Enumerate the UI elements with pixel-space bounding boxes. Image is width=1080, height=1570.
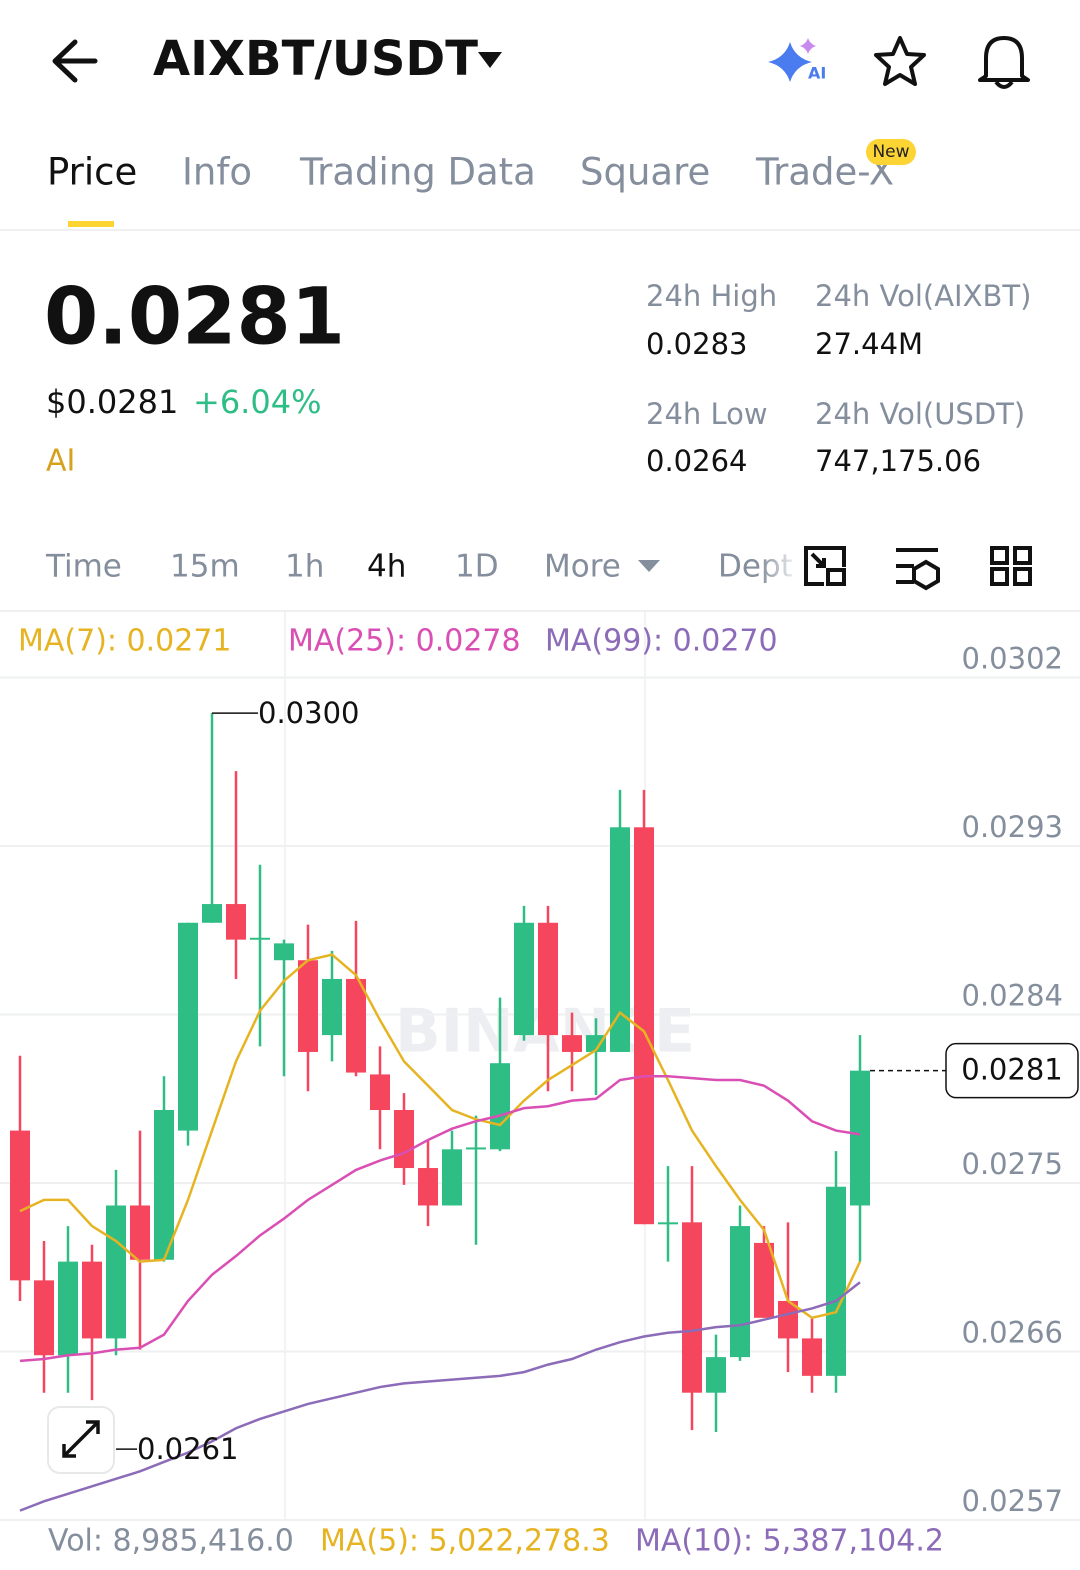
stat-label: 24h Low xyxy=(646,397,768,431)
ma-legend: MA(25): 0.0278 xyxy=(288,624,521,659)
stat-label: 24h High xyxy=(646,279,777,313)
candle-body xyxy=(610,827,630,1052)
divider xyxy=(0,229,1080,231)
y-tick-label: 0.0257 xyxy=(962,1484,1063,1518)
y-tick-label: 0.0293 xyxy=(962,810,1063,844)
stat-value: 27.44M xyxy=(815,327,923,361)
ma-line xyxy=(19,953,862,1320)
last-price-label: 0.0281 xyxy=(961,1053,1062,1087)
alert-button[interactable] xyxy=(978,36,1030,89)
usd-price: $0.0281 xyxy=(46,383,178,421)
candle-chart: 0.0302 0.0293 0.0284 0.0275 0.0266 0.0257 MA(7… xyxy=(0,624,1080,1521)
fade xyxy=(760,545,800,595)
candle-body xyxy=(586,1035,606,1052)
candle-body xyxy=(562,1035,582,1052)
stat-label: 24h Vol(AIXBT) xyxy=(815,279,1031,313)
last-price: 0.0281 xyxy=(44,272,345,362)
candle-body xyxy=(394,1109,414,1169)
candle-body xyxy=(58,1261,78,1356)
candle-body xyxy=(34,1280,54,1356)
interval[interactable]: 1D xyxy=(455,549,499,585)
candle-body xyxy=(178,922,198,1131)
candle-body xyxy=(346,978,366,1073)
tab[interactable]: Info xyxy=(182,151,252,194)
candle-body xyxy=(82,1261,102,1339)
candle-body xyxy=(370,1074,390,1110)
y-tick-label: 0.0275 xyxy=(962,1147,1063,1181)
pair-dropdown[interactable] xyxy=(478,52,502,68)
chart-tools[interactable] xyxy=(804,546,1032,591)
ma-line xyxy=(19,1075,861,1363)
candle-body xyxy=(754,1242,774,1318)
candle-body xyxy=(538,922,558,1036)
tab-indicator xyxy=(68,221,114,227)
low-label: 0.0261 xyxy=(137,1432,238,1466)
candle-body xyxy=(418,1168,438,1206)
interval[interactable]: 1h xyxy=(285,549,324,585)
ai-button[interactable]: AI xyxy=(768,38,826,83)
candle-body xyxy=(10,1130,30,1281)
volume-legend: MA(5): 5,022,278.3 xyxy=(320,1524,610,1559)
candle-body xyxy=(658,1222,678,1225)
candle-body xyxy=(250,937,270,940)
candle-body xyxy=(274,943,294,961)
expand-icon xyxy=(62,1420,100,1458)
category-tag[interactable]: AI xyxy=(46,444,75,479)
new-badge-text: New xyxy=(872,142,909,162)
interval[interactable]: 4h xyxy=(367,549,406,585)
interval[interactable]: 15m xyxy=(170,549,240,585)
y-tick-label: 0.0302 xyxy=(962,642,1063,676)
candle-body xyxy=(826,1186,846,1376)
ma-legend: MA(99): 0.0270 xyxy=(545,624,778,659)
candle-body xyxy=(802,1338,822,1376)
tab[interactable]: Square xyxy=(580,151,710,194)
last-price-box xyxy=(945,1042,1079,1099)
favorite-button[interactable] xyxy=(874,36,926,86)
candle-body xyxy=(298,960,318,1052)
candle-body xyxy=(322,978,342,1036)
candle-body xyxy=(730,1226,750,1358)
interval[interactable]: More xyxy=(544,549,621,585)
volume-legend: Vol: 8,985,416.0 xyxy=(48,1524,294,1559)
candle-body xyxy=(154,1109,174,1260)
tab[interactable]: Trading Data xyxy=(299,151,536,194)
divider xyxy=(0,610,1080,612)
candle-body xyxy=(106,1205,126,1339)
y-tick-label: 0.0284 xyxy=(962,979,1063,1013)
candle-body xyxy=(514,922,534,1036)
stat-value: 0.0283 xyxy=(646,327,747,361)
stat-value: 0.0264 xyxy=(646,444,747,478)
candle-body xyxy=(130,1205,150,1260)
candle-body xyxy=(634,827,654,1225)
high-label: 0.0300 xyxy=(258,696,359,730)
svg-text:AI: AI xyxy=(808,64,826,83)
candle-body xyxy=(442,1149,462,1206)
candle-body xyxy=(202,904,222,923)
ma-legend: MA(7): 0.0271 xyxy=(18,624,232,659)
tab[interactable]: Price xyxy=(47,151,137,194)
candle-body xyxy=(226,904,246,940)
interval[interactable]: Time xyxy=(45,549,122,585)
y-tick-label: 0.0266 xyxy=(962,1316,1063,1350)
pair-title[interactable]: AIXBT/USDT xyxy=(153,31,478,87)
stat-value: 747,175.06 xyxy=(815,444,981,478)
candle-body xyxy=(682,1222,702,1393)
more-dropdown[interactable] xyxy=(638,560,660,572)
stat-label: 24h Vol(USDT) xyxy=(815,397,1025,431)
new-badge xyxy=(866,139,916,165)
candle-body xyxy=(490,1063,510,1150)
candle-body xyxy=(778,1300,798,1339)
candle-body xyxy=(706,1357,726,1393)
price-change: +6.04% xyxy=(193,383,321,421)
candle-body xyxy=(466,1147,486,1150)
back-button[interactable] xyxy=(52,39,98,83)
volume-legend: MA(10): 5,387,104.2 xyxy=(635,1524,944,1559)
ma-line xyxy=(19,1281,861,1512)
candle-body xyxy=(850,1070,870,1206)
